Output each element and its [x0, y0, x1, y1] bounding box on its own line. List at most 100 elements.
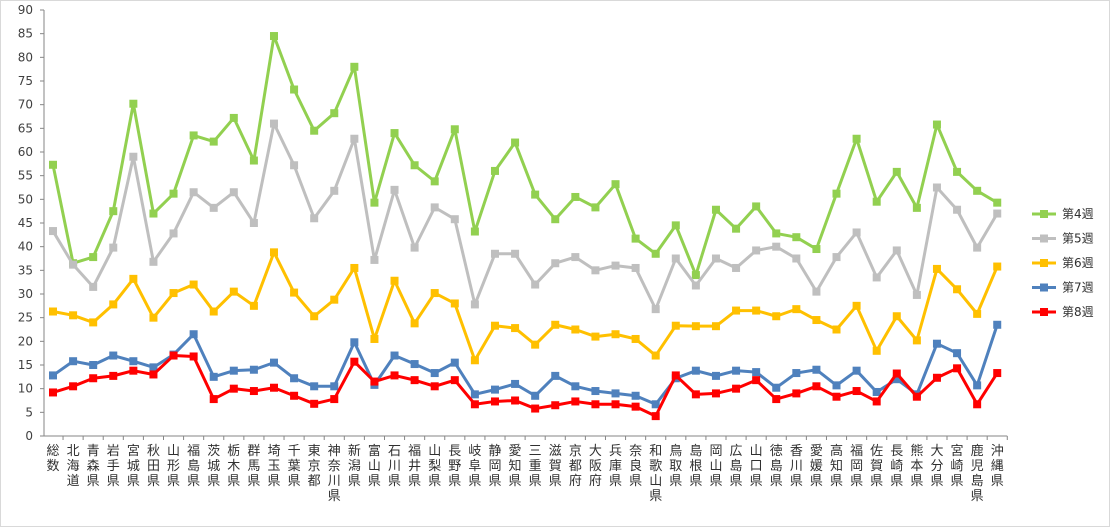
x-tick-label: 三重県 — [529, 444, 542, 489]
data-point — [310, 214, 319, 223]
data-point — [551, 320, 560, 329]
x-tick-label: 福島県 — [187, 444, 200, 489]
data-point — [350, 338, 359, 347]
data-point — [269, 119, 278, 128]
data-point — [973, 243, 982, 252]
data-point — [812, 287, 821, 296]
data-point — [912, 336, 921, 345]
y-tick-label: 80 — [18, 50, 33, 64]
y-tick-label: 55 — [18, 169, 33, 183]
y-tick-label: 35 — [18, 263, 33, 277]
x-tick-label: 千葉県 — [288, 444, 301, 489]
x-tick-label: 大阪府 — [589, 444, 602, 489]
x-tick-label: 富山県 — [368, 443, 381, 489]
data-point — [470, 356, 479, 365]
x-tick-label: 兵庫県 — [609, 444, 622, 489]
data-point — [852, 134, 861, 143]
data-point — [310, 312, 319, 321]
legend-label: 第7週 — [1062, 281, 1094, 295]
x-tick-label: 青森県 — [87, 444, 100, 489]
data-point — [872, 197, 881, 206]
data-point — [109, 243, 118, 252]
x-tick-label: 神奈川県 — [328, 444, 341, 504]
data-point — [490, 385, 499, 394]
data-point — [129, 366, 138, 375]
data-point — [611, 261, 620, 270]
data-point — [269, 383, 278, 392]
data-point — [169, 189, 178, 198]
data-point — [290, 374, 299, 383]
data-point — [490, 321, 499, 330]
data-point — [691, 271, 700, 280]
data-point — [49, 388, 57, 397]
data-point — [49, 160, 57, 169]
data-point — [852, 301, 861, 310]
data-point — [832, 392, 841, 401]
data-point — [229, 188, 238, 197]
data-point — [651, 249, 660, 258]
data-point — [330, 395, 339, 404]
data-point — [892, 246, 901, 255]
data-point — [993, 320, 1002, 329]
data-point — [189, 188, 198, 197]
data-point — [772, 242, 781, 251]
x-tick-label: 秋田県 — [147, 444, 160, 489]
data-point — [551, 401, 560, 410]
x-tick-label: 愛媛県 — [810, 444, 823, 489]
x-tick-label: 総数 — [46, 444, 59, 474]
data-point — [671, 371, 680, 380]
data-point — [149, 363, 158, 372]
data-point — [732, 306, 741, 315]
data-point — [330, 109, 339, 118]
data-point — [89, 282, 98, 291]
data-point — [310, 126, 319, 135]
data-point — [511, 138, 520, 147]
data-point — [350, 134, 359, 143]
data-point — [290, 391, 299, 400]
data-point — [973, 400, 982, 409]
y-tick-label: 50 — [18, 192, 33, 206]
x-tick-label: 新潟県 — [348, 443, 361, 489]
data-point — [410, 243, 419, 252]
data-point — [591, 332, 600, 341]
data-point — [631, 234, 640, 243]
data-point — [229, 384, 238, 393]
data-point — [993, 262, 1002, 271]
data-point — [129, 99, 138, 108]
data-point — [169, 229, 178, 238]
data-point — [470, 400, 479, 409]
data-point — [892, 312, 901, 321]
data-point — [531, 340, 540, 349]
data-point — [350, 357, 359, 366]
data-point — [169, 351, 178, 360]
data-point — [792, 233, 801, 242]
data-point — [470, 300, 479, 309]
data-point — [711, 254, 720, 263]
data-point — [370, 198, 379, 207]
data-point — [852, 228, 861, 237]
data-point — [249, 365, 258, 374]
data-point — [229, 366, 238, 375]
data-point — [129, 357, 138, 366]
data-point — [752, 368, 761, 377]
legend-swatch-marker — [1040, 259, 1048, 267]
data-point — [450, 358, 459, 367]
data-point — [290, 288, 299, 297]
legend-swatch-marker — [1040, 210, 1048, 218]
y-tick-label: 5 — [25, 405, 33, 419]
data-point — [290, 85, 299, 94]
data-point — [430, 203, 439, 212]
data-point — [772, 312, 781, 321]
data-point — [249, 387, 258, 396]
data-point — [229, 113, 238, 122]
data-point — [832, 189, 841, 198]
data-point — [450, 215, 459, 224]
data-point — [571, 192, 580, 201]
data-point — [310, 382, 319, 391]
data-point — [872, 273, 881, 282]
data-point — [149, 370, 158, 379]
y-tick-label: 75 — [18, 74, 33, 88]
y-tick-label: 70 — [18, 98, 33, 112]
data-point — [832, 381, 841, 390]
x-tick-label: 滋賀県 — [549, 444, 562, 489]
